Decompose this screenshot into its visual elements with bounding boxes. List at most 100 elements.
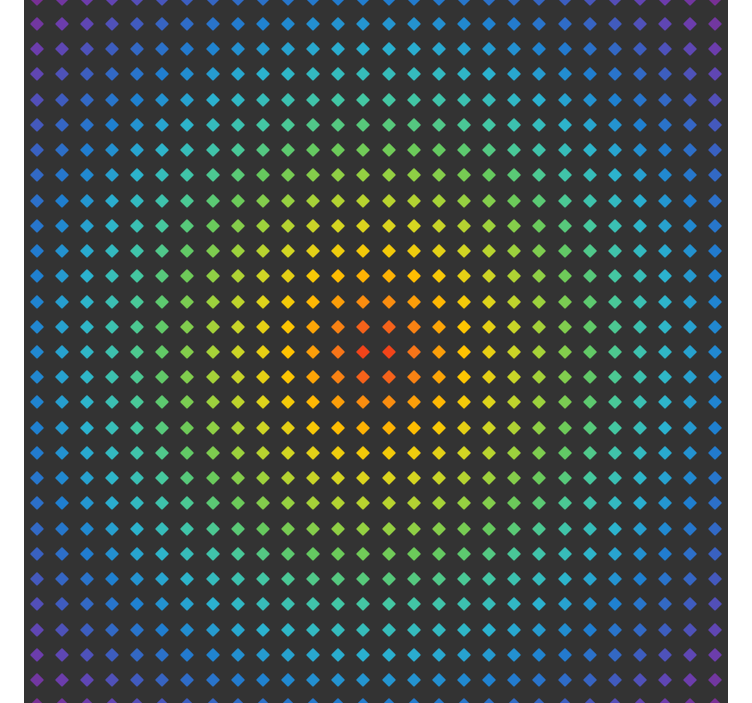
scatter-marker (29, 370, 44, 385)
scatter-marker (507, 243, 522, 259)
scatter-marker (331, 698, 346, 703)
scatter-marker (255, 41, 270, 57)
scatter-marker (557, 521, 572, 536)
scatter-marker (130, 319, 145, 334)
scatter-marker (79, 16, 94, 31)
scatter-marker (331, 142, 346, 158)
scatter-marker (356, 117, 371, 132)
scatter-marker (532, 67, 547, 82)
scatter-marker (532, 445, 547, 461)
scatter-marker (331, 319, 346, 334)
scatter-marker (632, 269, 648, 284)
scatter-marker (155, 319, 170, 334)
scatter-marker (205, 294, 220, 309)
scatter-marker (230, 395, 245, 410)
scatter-marker (632, 117, 648, 132)
scatter-marker (607, 218, 622, 233)
scatter-marker (632, 698, 648, 703)
scatter-marker (356, 496, 371, 511)
scatter-marker (306, 370, 321, 385)
scatter-marker (331, 92, 346, 107)
scatter-marker (582, 41, 597, 57)
scatter-marker (406, 672, 421, 688)
scatter-marker (104, 445, 120, 461)
scatter-marker (658, 218, 673, 233)
scatter-marker (356, 16, 371, 31)
scatter-marker (658, 395, 673, 410)
scatter-marker (280, 395, 296, 410)
scatter-marker (306, 496, 321, 511)
scatter-marker (155, 445, 170, 461)
scatter-marker (356, 672, 371, 688)
scatter-marker (532, 672, 547, 688)
scatter-marker (658, 672, 673, 688)
scatter-marker (658, 647, 673, 663)
scatter-marker (155, 41, 170, 57)
scatter-marker (230, 471, 245, 486)
scatter-marker (456, 496, 472, 511)
scatter-marker (306, 622, 321, 637)
scatter-marker (507, 521, 522, 536)
scatter-marker (381, 672, 396, 688)
scatter-marker (155, 370, 170, 385)
scatter-marker (306, 319, 321, 334)
scatter-marker (708, 319, 723, 334)
scatter-marker (482, 395, 497, 410)
scatter-marker (381, 622, 396, 637)
scatter-marker (406, 92, 421, 107)
scatter-marker (557, 597, 572, 612)
scatter-marker (683, 622, 698, 637)
scatter-marker (79, 41, 94, 57)
scatter-marker (104, 41, 120, 57)
scatter-marker (582, 67, 597, 82)
scatter-marker (29, 269, 44, 284)
scatter-marker (431, 0, 446, 6)
scatter-marker (79, 269, 94, 284)
scatter-marker (708, 193, 723, 208)
scatter-marker (205, 41, 220, 57)
scatter-marker (532, 0, 547, 6)
scatter-marker (255, 344, 270, 360)
scatter-marker (607, 92, 622, 107)
scatter-marker (356, 471, 371, 486)
scatter-marker (431, 572, 446, 587)
scatter-marker (507, 496, 522, 511)
scatter-marker (658, 546, 673, 562)
scatter-marker (557, 168, 572, 183)
scatter-marker (632, 420, 648, 435)
scatter-marker (356, 269, 371, 284)
scatter-marker (683, 67, 698, 82)
scatter-marker (180, 319, 195, 334)
scatter-marker (54, 546, 69, 562)
scatter-marker (557, 622, 572, 637)
scatter-marker (557, 117, 572, 132)
scatter-marker (532, 521, 547, 536)
scatter-marker (381, 370, 396, 385)
scatter-marker (406, 370, 421, 385)
scatter-marker (482, 521, 497, 536)
scatter-marker (155, 218, 170, 233)
scatter-marker (708, 243, 723, 259)
scatter-marker (306, 572, 321, 587)
scatter-marker (54, 117, 69, 132)
scatter-marker (306, 117, 321, 132)
scatter-marker (230, 521, 245, 536)
scatter-marker (280, 16, 296, 31)
scatter-marker (356, 698, 371, 703)
scatter-marker (79, 294, 94, 309)
scatter-marker (431, 521, 446, 536)
scatter-marker (205, 243, 220, 259)
scatter-marker (658, 445, 673, 461)
scatter-marker (54, 67, 69, 82)
scatter-marker (507, 370, 522, 385)
scatter-marker (230, 67, 245, 82)
scatter-marker (482, 16, 497, 31)
scatter-marker (29, 521, 44, 536)
scatter-marker (356, 344, 371, 360)
scatter-marker (406, 572, 421, 587)
scatter-marker (230, 572, 245, 587)
scatter-marker (356, 597, 371, 612)
scatter-marker (54, 622, 69, 637)
scatter-marker (381, 496, 396, 511)
scatter-marker (632, 0, 648, 6)
